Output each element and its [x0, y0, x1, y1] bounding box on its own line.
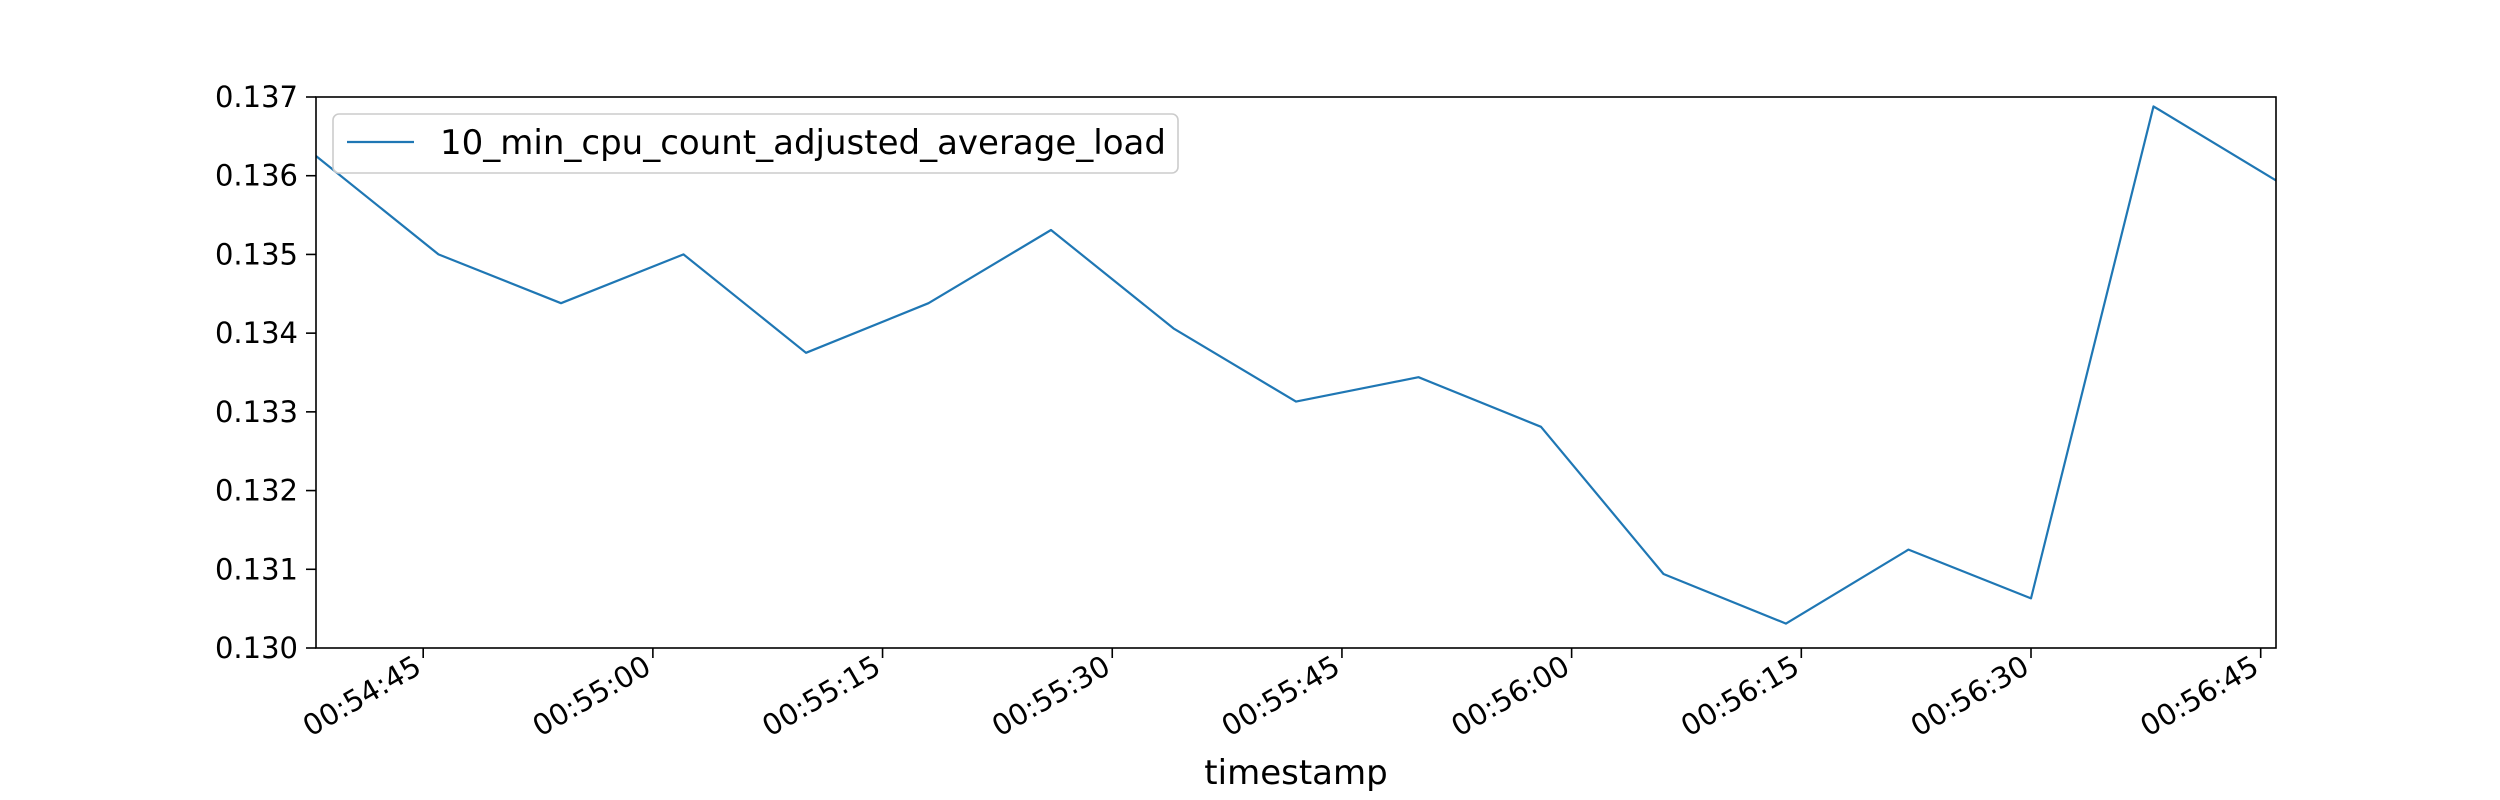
series-line-10-min-cpu-load [315, 105, 2277, 625]
y-tick-label: 0.137 [215, 80, 298, 114]
x-tick-label: 00:55:15 [756, 649, 886, 744]
x-axis-label: timestamp [1204, 753, 1387, 793]
y-tick-label: 0.132 [215, 474, 298, 508]
x-tick-label: 00:56:45 [2134, 649, 2264, 744]
x-axis: 00:54:45 00:55:00 00:55:15 00:55:30 00:55:45… [297, 648, 2264, 743]
plot-frame [315, 96, 2277, 649]
x-tick-label: 00:56:15 [1675, 649, 1805, 744]
y-tick-label: 0.130 [215, 631, 298, 665]
y-tick-label: 0.135 [215, 237, 298, 271]
y-tick-label: 0.131 [215, 552, 298, 586]
x-tick-label: 00:55:30 [986, 649, 1116, 744]
x-tick-label: 00:55:45 [1216, 649, 1346, 744]
y-axis: 0.130 0.131 0.132 0.133 0.134 0.135 0.136 0.137 [215, 80, 316, 665]
legend-frame [332, 113, 1179, 174]
legend-label: 10_min_cpu_count_adjusted_average_load [440, 123, 1166, 163]
y-tick-label: 0.134 [215, 316, 298, 350]
y-tick-label: 0.133 [215, 395, 298, 429]
x-tick-label: 00:54:45 [297, 649, 427, 744]
x-tick-label: 00:55:00 [527, 649, 657, 744]
x-tick-label: 00:56:00 [1445, 649, 1575, 744]
x-tick-label: 00:56:30 [1905, 649, 2035, 744]
y-tick-label: 0.136 [215, 159, 298, 193]
legend: 10_min_cpu_count_adjusted_average_load [332, 113, 1179, 174]
